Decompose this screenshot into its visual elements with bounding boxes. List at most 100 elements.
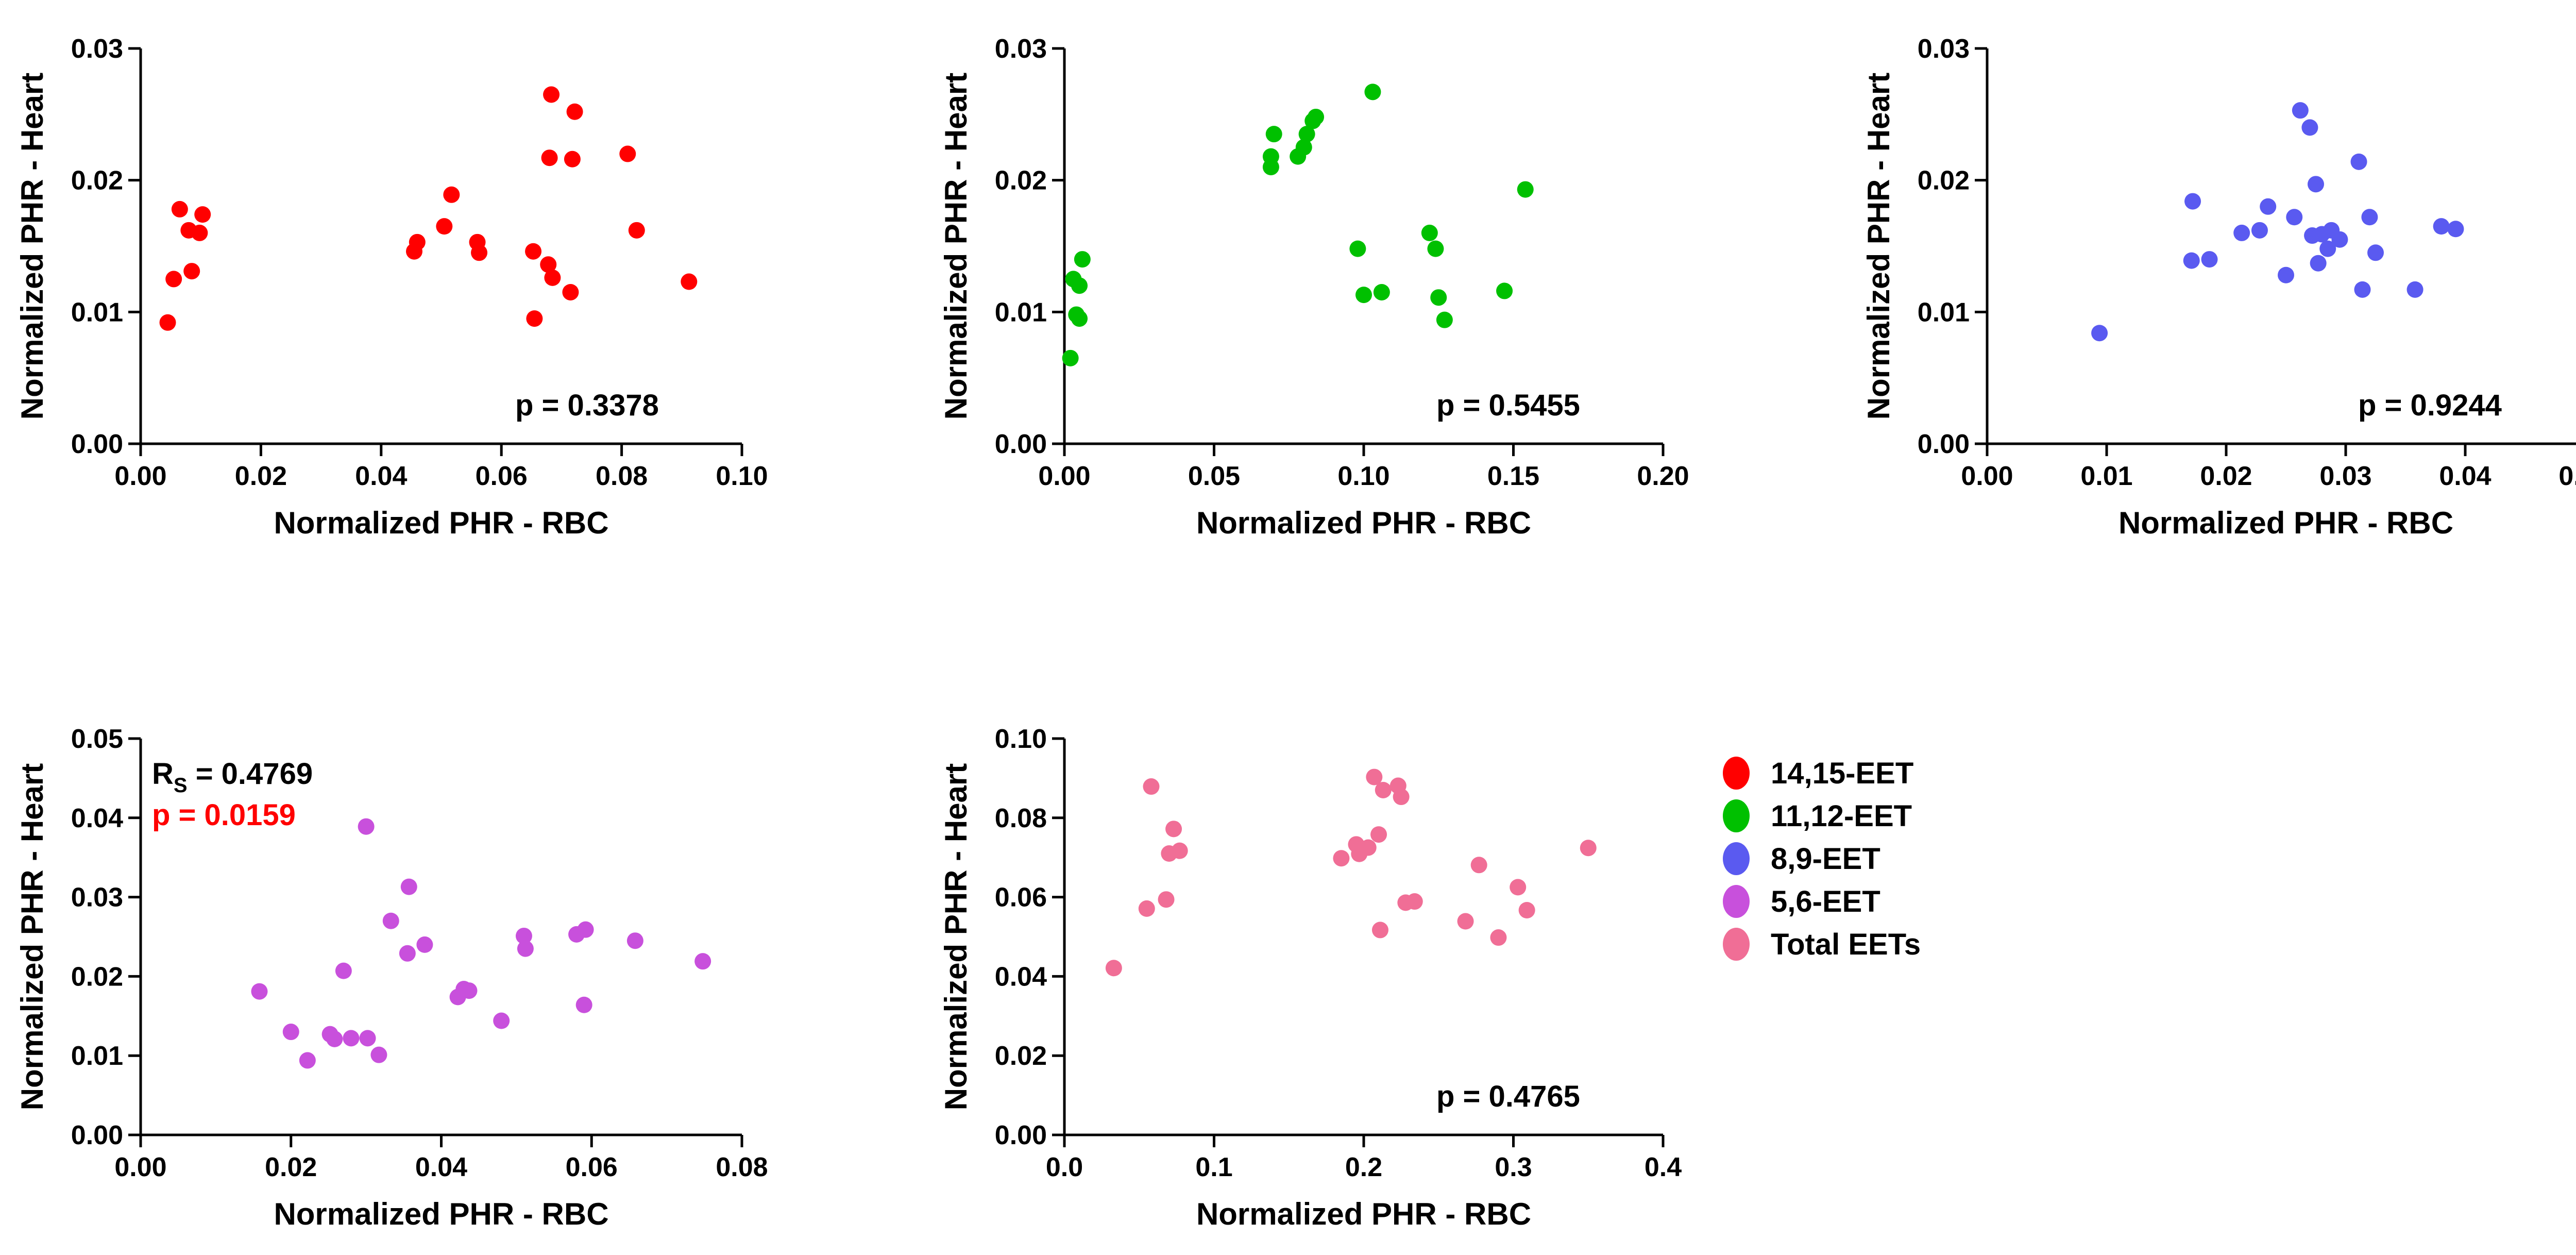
data-point xyxy=(1370,826,1387,843)
data-point xyxy=(1062,349,1079,366)
p-value-annotation: p = 0.9244 xyxy=(2358,389,2502,422)
data-point xyxy=(628,222,645,239)
y-tick-label: 0.04 xyxy=(71,804,123,833)
y-tick-label: 0.00 xyxy=(71,1120,123,1150)
y-tick-label: 0.01 xyxy=(1918,297,1970,327)
data-point xyxy=(471,244,488,261)
data-point xyxy=(1496,282,1513,299)
data-point xyxy=(1171,842,1188,859)
data-point xyxy=(1295,139,1312,156)
x-tick-label: 0.02 xyxy=(265,1152,317,1182)
data-point xyxy=(165,271,182,288)
x-tick-label: 0.1 xyxy=(1195,1152,1232,1182)
data-point xyxy=(541,149,558,166)
x-tick-label: 0.3 xyxy=(1495,1152,1532,1182)
data-point xyxy=(1366,768,1383,785)
data-point xyxy=(1158,891,1175,908)
data-point xyxy=(2184,193,2201,210)
data-point xyxy=(409,233,426,250)
data-point xyxy=(2251,222,2268,239)
data-point xyxy=(515,927,532,944)
legend-marker xyxy=(1723,799,1750,832)
chart-panel: 0.00 0.05 0.10 0.15 0.20 0.00 0.01 0.02 0.03 Norm… xyxy=(939,34,1689,540)
legend-marker xyxy=(1723,757,1750,790)
x-tick-label: 0.02 xyxy=(235,461,287,491)
y-tick-label: 0.03 xyxy=(995,34,1047,64)
data-point xyxy=(2331,231,2348,248)
y-tick-label: 0.00 xyxy=(995,429,1047,459)
data-point xyxy=(1138,900,1155,917)
data-point xyxy=(2406,281,2424,298)
data-point xyxy=(1430,289,1447,306)
x-axis-label: Normalized PHR - RBC xyxy=(274,506,608,540)
x-tick-label: 0.04 xyxy=(355,461,407,491)
data-point xyxy=(2286,209,2303,226)
data-point xyxy=(681,273,698,290)
data-point xyxy=(1375,781,1392,798)
data-point xyxy=(626,932,643,949)
legend-marker xyxy=(1723,842,1750,875)
data-point xyxy=(159,314,176,331)
x-tick-label: 0.05 xyxy=(1188,461,1240,491)
data-point xyxy=(564,150,581,168)
data-point xyxy=(171,200,188,217)
data-point xyxy=(2201,251,2218,268)
y-tick-label: 0.02 xyxy=(71,962,123,992)
y-tick-label: 0.05 xyxy=(71,724,123,754)
y-tick-label: 0.01 xyxy=(71,1041,123,1071)
data-point xyxy=(1518,901,1535,918)
legend: 14,15-EET 11,12-EET 8,9-EET 5,6-EET Total EE… xyxy=(1723,757,1921,961)
chart-panel: 0.00 0.01 0.02 0.03 0.04 0.05 0.00 0.01 0.02 0.03… xyxy=(1861,34,2576,540)
data-point xyxy=(399,945,416,962)
x-tick-label: 0.20 xyxy=(1637,461,1689,491)
y-tick-label: 0.02 xyxy=(995,1041,1047,1071)
data-point xyxy=(1333,850,1350,867)
data-point xyxy=(1371,922,1388,939)
y-tick-label: 0.01 xyxy=(71,297,123,327)
data-point xyxy=(2233,224,2250,241)
data-point xyxy=(335,962,352,979)
data-point xyxy=(2183,252,2200,269)
data-point xyxy=(2433,218,2450,235)
x-tick-label: 0.00 xyxy=(1961,461,2013,491)
y-tick-label: 0.03 xyxy=(71,34,123,64)
legend-label: 14,15-EET xyxy=(1771,757,1913,790)
data-point xyxy=(2361,209,2378,226)
data-point xyxy=(1510,879,1527,896)
data-point xyxy=(525,243,542,260)
data-point xyxy=(619,145,636,162)
y-tick-label: 0.10 xyxy=(995,724,1047,754)
data-point xyxy=(1298,126,1315,143)
data-point xyxy=(1355,287,1372,304)
data-point xyxy=(1457,913,1474,930)
data-point xyxy=(566,103,583,120)
x-tick-label: 0.03 xyxy=(2319,461,2371,491)
p-value-annotation: p = 0.3378 xyxy=(515,389,659,422)
x-tick-label: 0.15 xyxy=(1487,461,1539,491)
rs-annotation: RS = 0.4769 xyxy=(152,757,313,797)
x-tick-label: 0.10 xyxy=(1337,461,1389,491)
data-point xyxy=(2091,325,2108,342)
legend-label: 8,9-EET xyxy=(1771,842,1880,876)
data-point xyxy=(461,982,478,999)
data-point xyxy=(343,1030,360,1047)
data-point xyxy=(575,996,592,1013)
x-tick-label: 0.04 xyxy=(415,1152,467,1182)
data-point xyxy=(694,953,711,970)
data-point xyxy=(1071,310,1088,327)
x-tick-label: 0.4 xyxy=(1645,1152,1682,1182)
data-point xyxy=(1074,251,1091,268)
data-point xyxy=(282,1024,299,1041)
data-point xyxy=(2319,240,2336,257)
y-tick-label: 0.03 xyxy=(71,883,123,913)
y-tick-label: 0.04 xyxy=(995,962,1047,992)
data-point xyxy=(191,224,208,241)
data-point xyxy=(183,263,200,280)
data-point xyxy=(326,1030,343,1047)
data-point xyxy=(194,206,211,223)
x-tick-label: 0.00 xyxy=(114,461,166,491)
data-point xyxy=(1517,181,1534,198)
p-value-annotation: p = 0.5455 xyxy=(1436,389,1580,422)
data-point xyxy=(2354,281,2371,298)
